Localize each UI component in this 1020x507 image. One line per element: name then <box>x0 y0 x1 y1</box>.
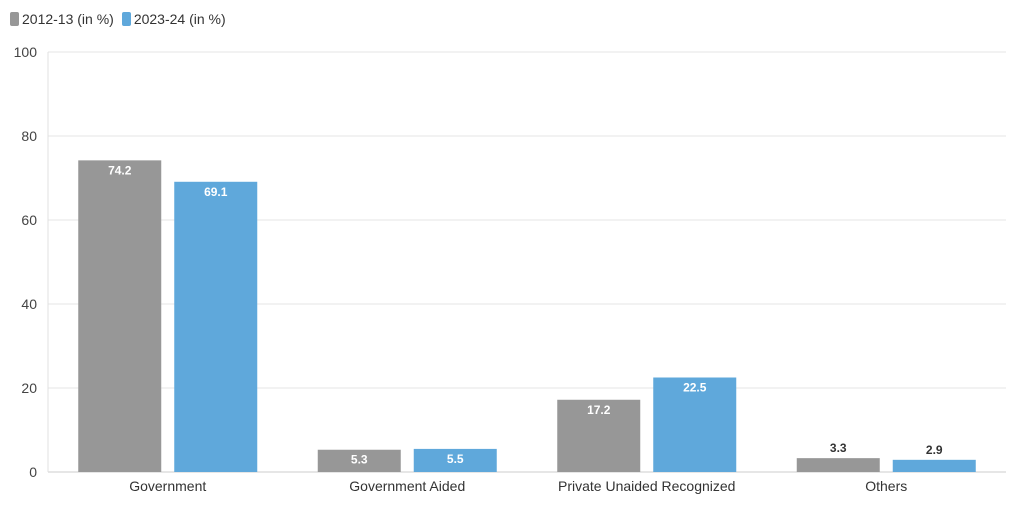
x-category-label: Private Unaided Recognized <box>558 478 735 494</box>
bar <box>78 160 162 473</box>
data-label: 22.5 <box>683 381 707 395</box>
bar <box>413 448 497 472</box>
legend-label-series-1: 2012-13 (in %) <box>22 11 114 27</box>
bar <box>653 377 737 472</box>
bar <box>892 459 976 472</box>
legend-swatch-series-1 <box>10 12 19 26</box>
x-category-label: Others <box>865 478 907 494</box>
legend: 2012-13 (in %) 2023-24 (in %) <box>10 11 226 27</box>
bar <box>557 399 641 472</box>
x-category-label: Government <box>129 478 206 494</box>
data-label: 17.2 <box>587 403 611 417</box>
data-label: 5.5 <box>447 452 464 466</box>
y-tick-label: 60 <box>21 212 37 228</box>
data-label: 2.9 <box>926 443 943 457</box>
y-tick-label: 100 <box>14 44 38 60</box>
bar <box>317 449 401 472</box>
legend-label-series-2: 2023-24 (in %) <box>133 11 226 27</box>
bar <box>174 181 258 472</box>
legend-swatch-series-2 <box>121 12 131 26</box>
data-label: 74.2 <box>108 163 132 177</box>
y-tick-label: 40 <box>21 296 37 312</box>
y-tick-label: 0 <box>29 464 37 480</box>
bar <box>796 458 880 472</box>
legend-item-series-1[interactable]: 2012-13 (in %) <box>10 11 114 27</box>
y-tick-label: 80 <box>21 128 37 144</box>
y-tick-label: 20 <box>21 380 37 396</box>
legend-item-series-2[interactable]: 2023-24 (in %) <box>121 11 226 27</box>
data-label: 69.1 <box>204 185 228 199</box>
data-label: 3.3 <box>830 441 847 455</box>
data-label: 5.3 <box>351 453 368 467</box>
x-category-label: Government Aided <box>349 478 465 494</box>
